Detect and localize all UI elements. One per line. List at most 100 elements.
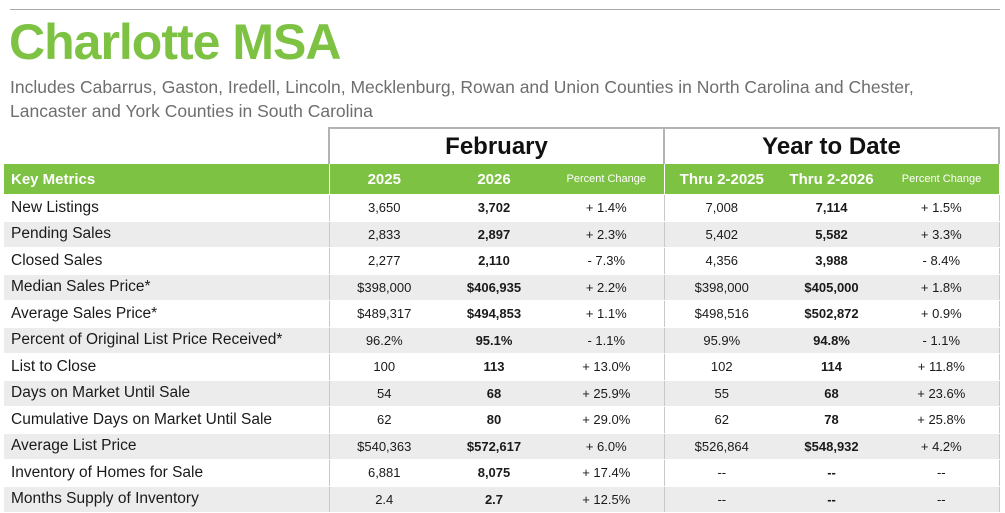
- metric-label: Days on Market Until Sale: [4, 380, 329, 407]
- cell-thru-2-2025: 4,356: [663, 247, 780, 275]
- metrics-table: February Year to Date Key Metrics 2025 2…: [4, 127, 1001, 513]
- metric-label: Months Supply of Inventory: [4, 486, 329, 513]
- cell-thru-2-2026: $548,932: [779, 433, 885, 460]
- metrics-body: New Listings 3,650 3,702 + 1.4% 7,008 7,…: [4, 194, 1000, 513]
- cell-percent-change-ytd: - 1.1%: [884, 327, 1000, 354]
- cell-percent-change-ytd: - 8.4%: [884, 247, 1000, 275]
- metric-label: Average List Price: [4, 433, 329, 460]
- cell-percent-change-month: - 7.3%: [549, 247, 665, 275]
- cell-percent-change-month: + 2.2%: [549, 274, 665, 301]
- cell-thru-2-2025: $498,516: [663, 300, 780, 328]
- cell-2025: 3,650: [328, 194, 439, 222]
- cell-2026: 80: [439, 406, 549, 434]
- page-title: Charlotte MSA: [9, 14, 341, 70]
- cell-percent-change-ytd: + 4.2%: [884, 433, 1000, 460]
- table-row: Inventory of Homes for Sale 6,881 8,075 …: [4, 459, 1000, 487]
- metric-label: Average Sales Price*: [4, 300, 329, 328]
- page-subtitle: Includes Cabarrus, Gaston, Iredell, Linc…: [10, 77, 914, 121]
- cell-percent-change-month: - 1.1%: [549, 327, 665, 354]
- cell-2026: 8,075: [439, 459, 549, 487]
- cell-2026: 113: [439, 353, 549, 381]
- cell-thru-2-2025: 62: [663, 406, 780, 434]
- metric-label: Cumulative Days on Market Until Sale: [4, 406, 329, 434]
- cell-2026: $494,853: [439, 300, 549, 328]
- cell-thru-2-2025: --: [663, 486, 780, 513]
- table-row: Days on Market Until Sale 54 68 + 25.9% …: [4, 380, 1000, 407]
- metric-label: New Listings: [4, 194, 329, 222]
- table-row: Average List Price $540,363 $572,617 + 6…: [4, 433, 1000, 460]
- column-header-2026: 2026: [439, 164, 549, 195]
- cell-thru-2-2025: 95.9%: [663, 327, 780, 354]
- metric-label: Percent of Original List Price Received*: [4, 327, 329, 354]
- cell-thru-2-2025: $526,864: [663, 433, 780, 460]
- cell-2026: 2.7: [439, 486, 549, 513]
- cell-percent-change-ytd: --: [884, 486, 1000, 513]
- table-row: Median Sales Price* $398,000 $406,935 + …: [4, 274, 1000, 301]
- cell-percent-change-month: + 6.0%: [549, 433, 665, 460]
- cell-percent-change-ytd: + 11.8%: [884, 353, 1000, 381]
- metric-label: Pending Sales: [4, 221, 329, 248]
- cell-thru-2-2025: 5,402: [663, 221, 780, 248]
- column-header-key-metrics: Key Metrics: [4, 164, 329, 195]
- cell-thru-2-2026: 78: [779, 406, 885, 434]
- top-divider: [10, 9, 1000, 10]
- cell-2026: $572,617: [439, 433, 549, 460]
- cell-2025: $398,000: [328, 274, 439, 301]
- cell-2026: $406,935: [439, 274, 549, 301]
- column-header-thru-2-2025: Thru 2-2025: [663, 164, 780, 195]
- cell-percent-change-month: + 1.4%: [549, 194, 665, 222]
- cell-thru-2-2026: 114: [779, 353, 885, 381]
- table-row: Average Sales Price* $489,317 $494,853 +…: [4, 300, 1000, 328]
- cell-2025: 54: [328, 380, 439, 407]
- cell-percent-change-ytd: + 1.8%: [884, 274, 1000, 301]
- cell-2025: 2.4: [328, 486, 439, 513]
- column-header-percent-change-ytd: Percent Change: [884, 164, 1000, 195]
- cell-percent-change-ytd: + 25.8%: [884, 406, 1000, 434]
- table-row: Percent of Original List Price Received*…: [4, 327, 1000, 354]
- cell-2025: 96.2%: [328, 327, 439, 354]
- column-header-row: Key Metrics 2025 2026 Percent Change Thr…: [4, 164, 1000, 195]
- cell-2026: 2,897: [439, 221, 549, 248]
- cell-thru-2-2026: $405,000: [779, 274, 885, 301]
- cell-percent-change-month: + 29.0%: [549, 406, 665, 434]
- column-header-percent-change-month: Percent Change: [549, 164, 665, 195]
- cell-thru-2-2025: 7,008: [663, 194, 780, 222]
- metric-label: Closed Sales: [4, 247, 329, 275]
- cell-2025: 100: [328, 353, 439, 381]
- cell-percent-change-month: + 13.0%: [549, 353, 665, 381]
- cell-2025: 6,881: [328, 459, 439, 487]
- cell-2025: $489,317: [328, 300, 439, 328]
- cell-thru-2-2026: --: [779, 459, 885, 487]
- cell-2026: 3,702: [439, 194, 549, 222]
- table-row: List to Close 100 113 + 13.0% 102 114 + …: [4, 353, 1000, 381]
- cell-percent-change-month: + 2.3%: [549, 221, 665, 248]
- cell-percent-change-ytd: + 0.9%: [884, 300, 1000, 328]
- cell-percent-change-month: + 1.1%: [549, 300, 665, 328]
- table-row: Pending Sales 2,833 2,897 + 2.3% 5,402 5…: [4, 221, 1000, 248]
- cell-percent-change-month: + 25.9%: [549, 380, 665, 407]
- cell-2025: $540,363: [328, 433, 439, 460]
- cell-2025: 2,833: [328, 221, 439, 248]
- metric-label: Median Sales Price*: [4, 274, 329, 301]
- table-row: New Listings 3,650 3,702 + 1.4% 7,008 7,…: [4, 194, 1000, 222]
- cell-thru-2-2026: $502,872: [779, 300, 885, 328]
- cell-2025: 2,277: [328, 247, 439, 275]
- cell-percent-change-ytd: --: [884, 459, 1000, 487]
- column-header-thru-2-2026: Thru 2-2026: [779, 164, 885, 195]
- cell-percent-change-ytd: + 1.5%: [884, 194, 1000, 222]
- cell-thru-2-2026: --: [779, 486, 885, 513]
- cell-thru-2-2026: 94.8%: [779, 327, 885, 354]
- table-row: Cumulative Days on Market Until Sale 62 …: [4, 406, 1000, 434]
- cell-2026: 95.1%: [439, 327, 549, 354]
- cell-2025: 62: [328, 406, 439, 434]
- cell-thru-2-2026: 68: [779, 380, 885, 407]
- cell-thru-2-2025: --: [663, 459, 780, 487]
- cell-thru-2-2025: $398,000: [663, 274, 780, 301]
- group-header-month: February: [327, 127, 665, 164]
- cell-2026: 2,110: [439, 247, 549, 275]
- cell-percent-change-ytd: + 23.6%: [884, 380, 1000, 407]
- cell-percent-change-month: + 17.4%: [549, 459, 665, 487]
- table-row: Months Supply of Inventory 2.4 2.7 + 12.…: [4, 486, 1000, 513]
- cell-percent-change-ytd: + 3.3%: [884, 221, 1000, 248]
- metric-label: Inventory of Homes for Sale: [4, 459, 329, 487]
